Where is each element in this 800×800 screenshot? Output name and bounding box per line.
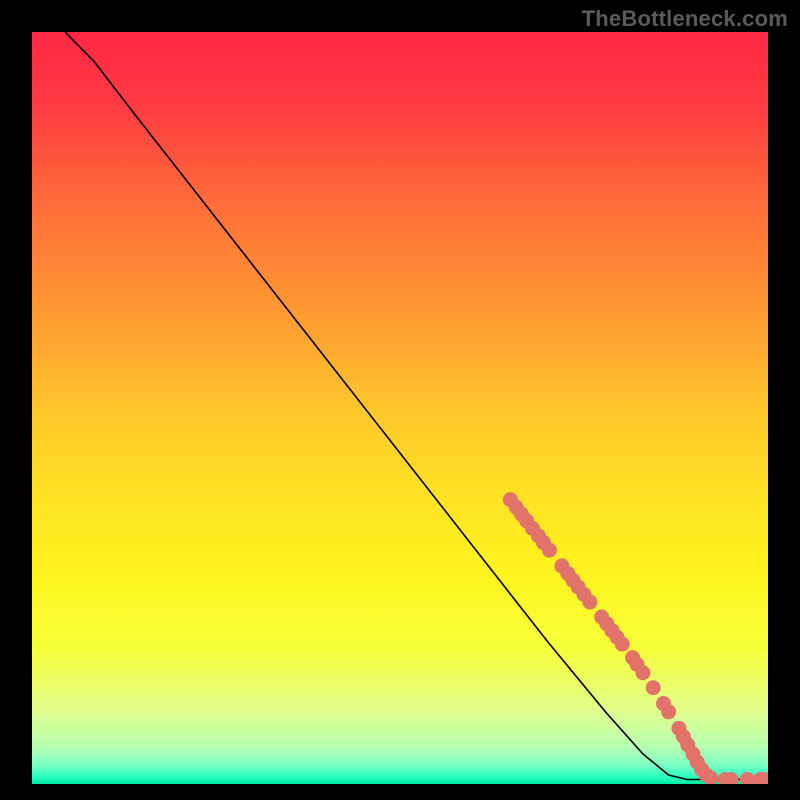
- watermark-text: TheBottleneck.com: [582, 6, 788, 32]
- data-marker: [661, 704, 676, 719]
- data-marker: [582, 595, 597, 610]
- gradient-background: [32, 32, 768, 784]
- data-marker: [615, 637, 630, 652]
- data-marker: [542, 543, 557, 558]
- plot-area: [32, 32, 768, 784]
- chart-svg: [32, 32, 768, 784]
- data-marker: [635, 665, 650, 680]
- data-marker: [646, 680, 661, 695]
- chart-frame: TheBottleneck.com: [0, 0, 800, 800]
